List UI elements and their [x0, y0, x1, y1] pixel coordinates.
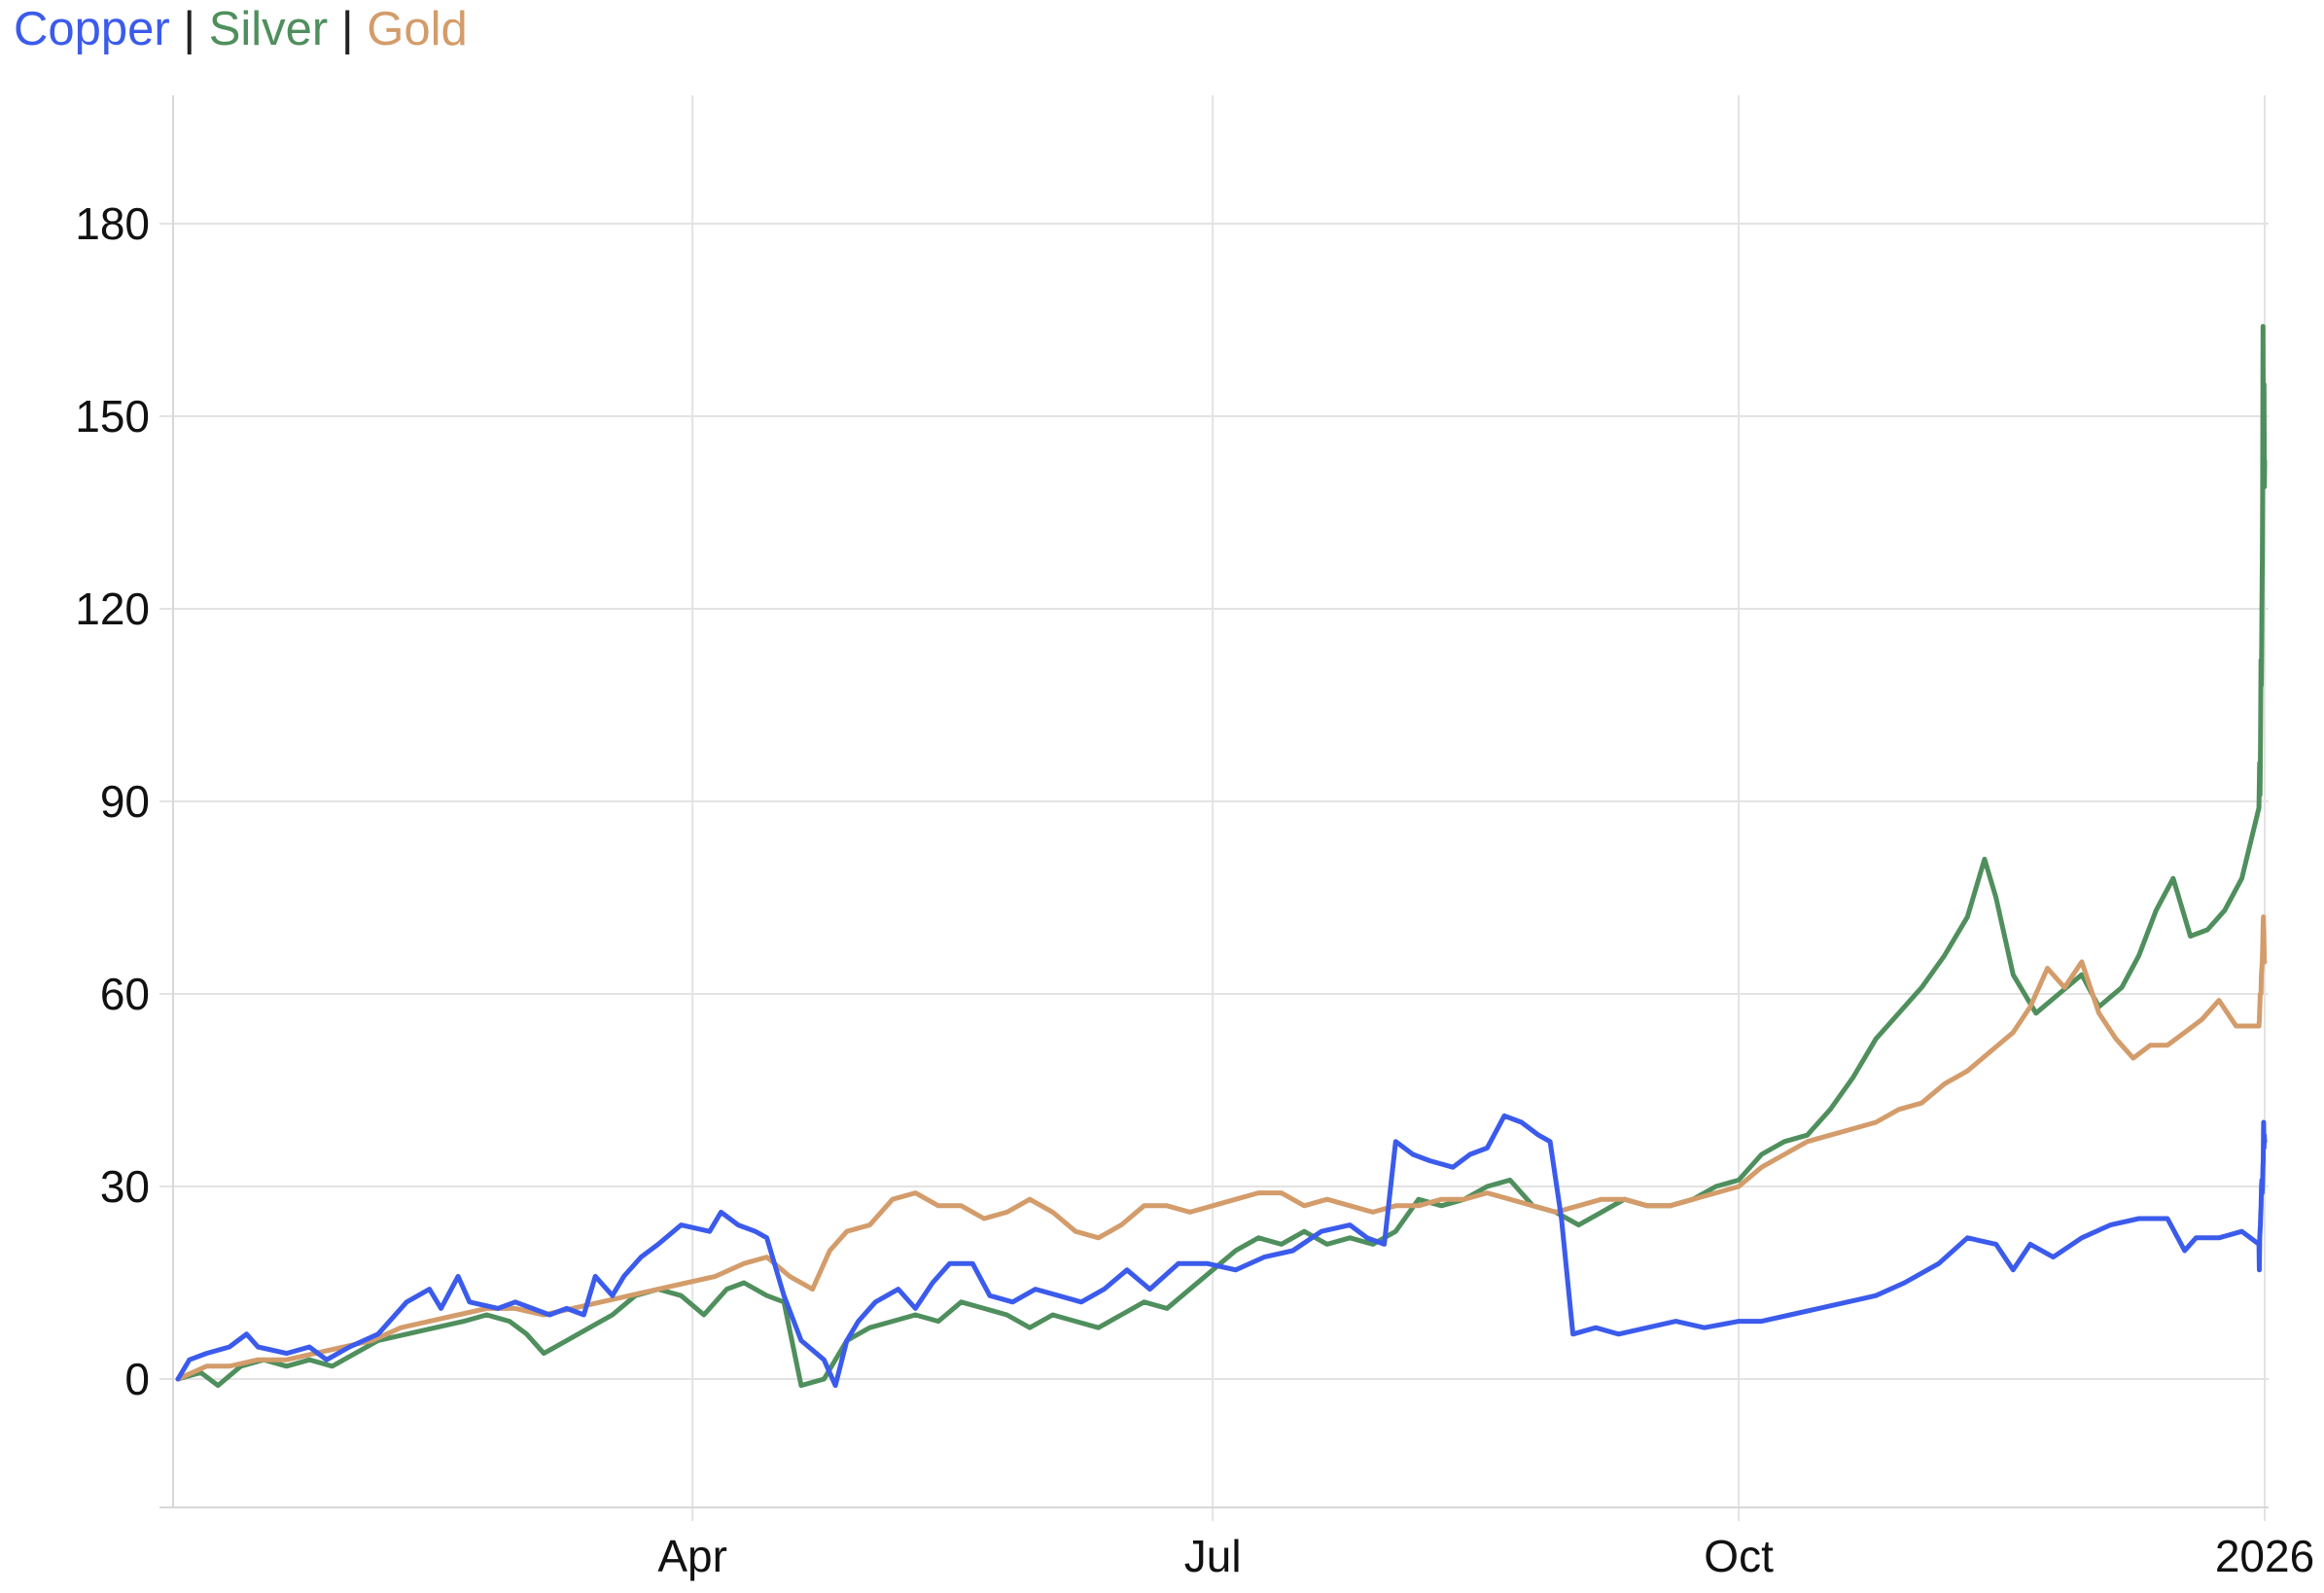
x-tick-label: 2026: [2215, 1531, 2314, 1581]
y-tick-label: 60: [100, 969, 150, 1019]
x-tick-label: Oct: [1704, 1531, 1774, 1581]
axes: [159, 95, 2269, 1508]
series-lines: [175, 324, 2268, 1389]
legend: Copper | Silver | Gold: [14, 0, 468, 58]
y-tick-label: 30: [100, 1161, 150, 1212]
y-tick-label: 0: [124, 1354, 150, 1404]
series-line-gold[interactable]: [175, 914, 2268, 1382]
y-tick-label: 90: [100, 776, 150, 827]
y-tick-label: 120: [75, 584, 150, 634]
y-tick-label: 180: [75, 198, 150, 249]
tick-labels: 0 30 60 90 120 150 180 Apr Jul Oct 2026: [75, 198, 2314, 1581]
series-line-silver[interactable]: [175, 324, 2268, 1389]
x-tick-label: Jul: [1184, 1531, 1242, 1581]
legend-separator: |: [183, 3, 196, 55]
x-tick-label: Apr: [657, 1531, 727, 1581]
legend-copper[interactable]: Copper: [14, 3, 170, 55]
legend-silver[interactable]: Silver: [208, 3, 329, 55]
y-tick-label: 150: [75, 391, 150, 442]
legend-separator: |: [340, 3, 354, 55]
grid: [159, 95, 2269, 1521]
legend-gold[interactable]: Gold: [367, 3, 468, 55]
series-line-copper[interactable]: [175, 1113, 2268, 1389]
